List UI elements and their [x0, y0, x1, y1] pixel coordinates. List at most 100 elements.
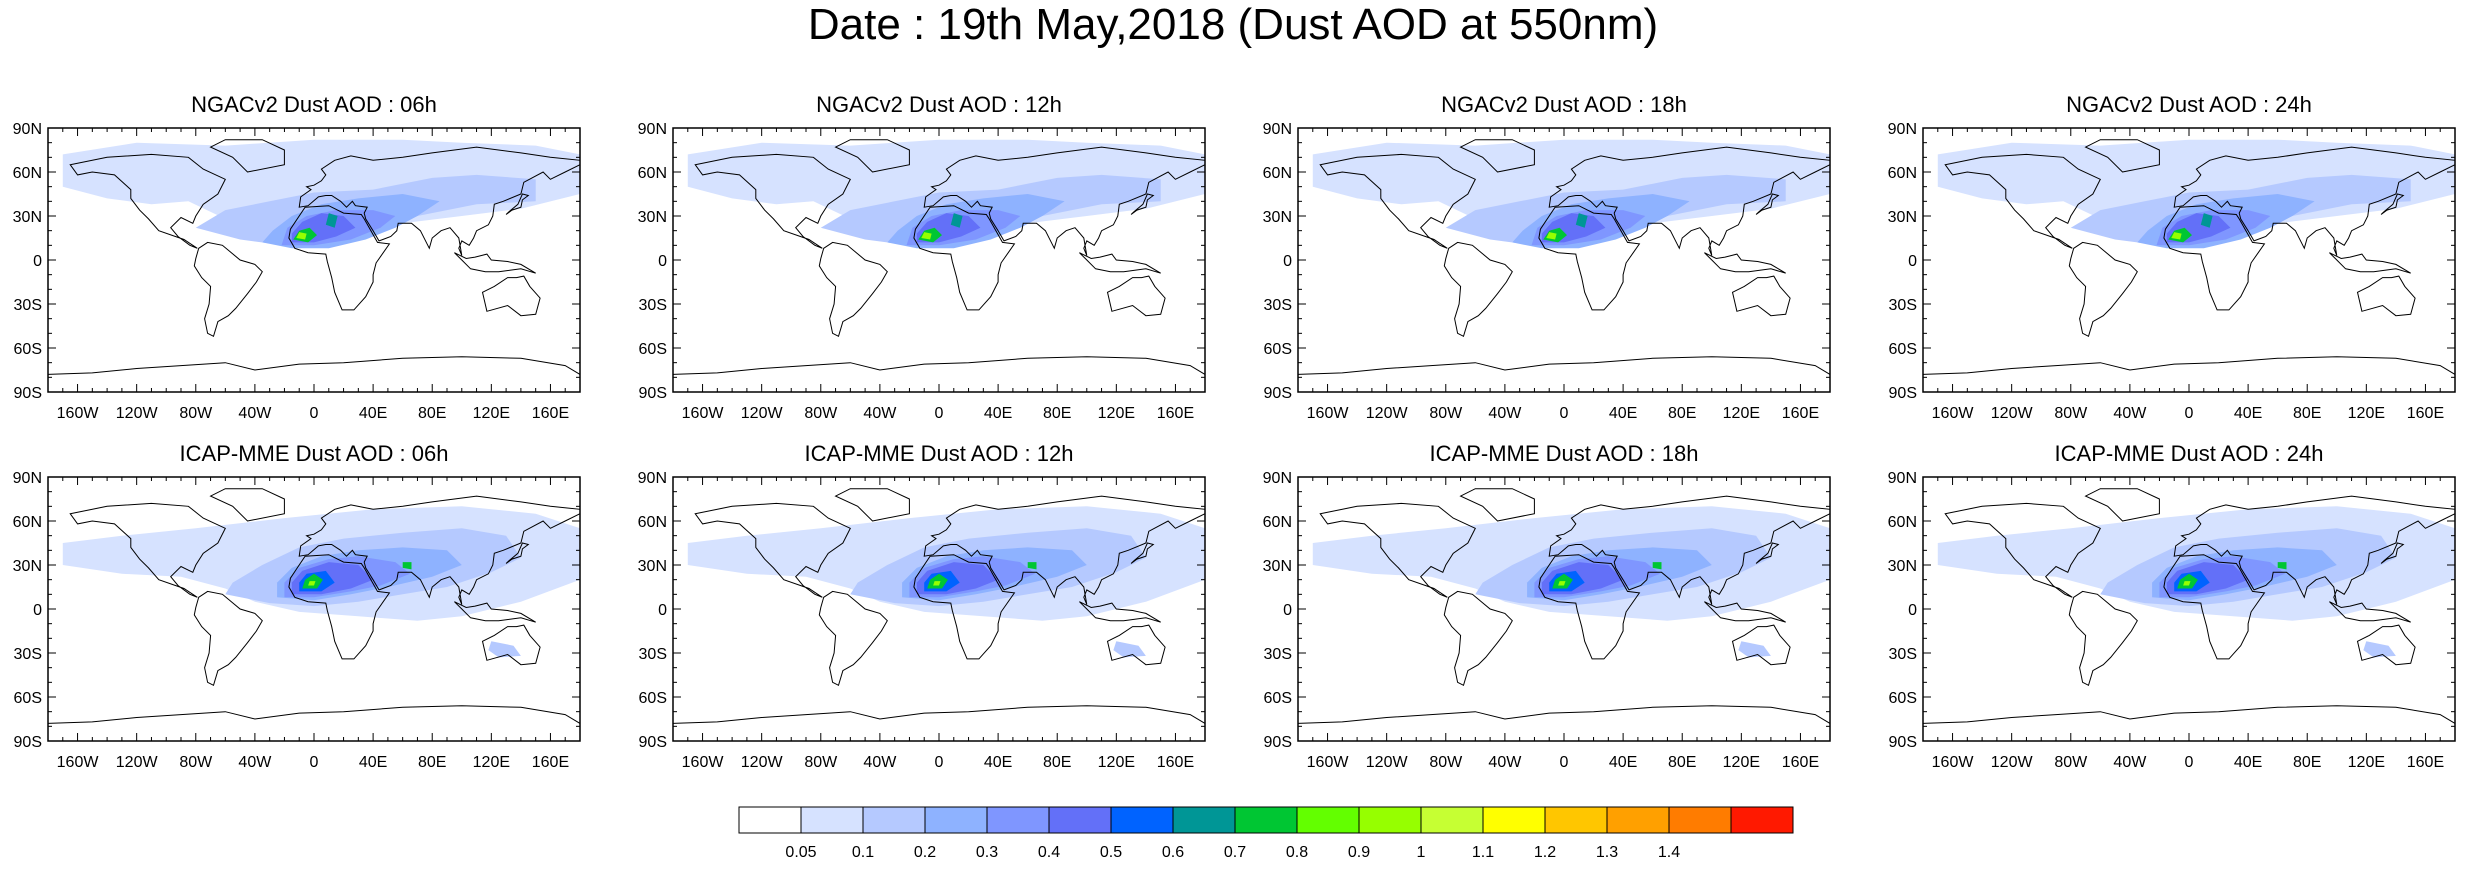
map-plot: 160W 120W 80W 40W 0 40E 80E 120E 160E 90N 60N 30N 0 3… — [1888, 121, 2456, 422]
map-panel: 160W 120W 80W 40W 0 40E 80E 120E 160E 90N 60N 30N 0 3… — [1263, 470, 1831, 771]
x-tick-label: 80E — [1668, 405, 1696, 422]
y-tick-label: 30S — [14, 646, 42, 663]
x-tick-label: 40E — [984, 405, 1012, 422]
coastline — [481, 624, 541, 666]
x-tick-label: 80W — [1429, 754, 1463, 771]
y-tick-label: 90N — [638, 121, 667, 138]
x-tick-label: 160W — [1932, 405, 1975, 422]
y-tick-label: 90S — [14, 385, 42, 402]
y-tick-label: 90S — [1889, 734, 1917, 751]
x-tick-label: 160W — [1932, 754, 1975, 771]
coastline — [2356, 624, 2416, 666]
colorbar-swatch — [1420, 806, 1484, 834]
y-tick-label: 90N — [13, 470, 42, 487]
y-tick-label: 90S — [14, 734, 42, 751]
y-tick-label: 30N — [1263, 209, 1292, 226]
coastline — [288, 205, 391, 311]
y-tick-label: 90N — [13, 121, 42, 138]
coastline — [1944, 502, 2101, 598]
x-tick-label: 40W — [2113, 405, 2147, 422]
coastline — [1106, 275, 1166, 317]
coastline — [2329, 252, 2411, 274]
y-tick-label: 0 — [1908, 602, 1917, 619]
coastline — [209, 488, 285, 522]
map-plot: 160W 120W 80W 40W 0 40E 80E 120E 160E 90N 60N 30N 0 3… — [1263, 121, 1831, 422]
colorbar-label: 1 — [1417, 844, 1426, 861]
x-tick-label: 160W — [1307, 405, 1350, 422]
dust-aod-region — [2363, 641, 2396, 658]
map-panel: 160W 120W 80W 40W 0 40E 80E 120E 160E 90N 60N 30N 0 3… — [1888, 470, 2456, 771]
y-tick-label: 30S — [1889, 297, 1917, 314]
x-tick-label: 120W — [741, 754, 784, 771]
colorbar-swatch — [1358, 806, 1422, 834]
y-tick-label: 60N — [13, 165, 42, 182]
x-tick-label: 120W — [1366, 405, 1409, 422]
panel-title: NGACv2 Dust AOD : 24h — [2066, 92, 2312, 117]
y-tick-label: 90N — [638, 470, 667, 487]
y-tick-label: 30N — [13, 558, 42, 575]
coastline — [1443, 241, 1513, 338]
x-tick-label: 40E — [359, 405, 387, 422]
coastline — [2173, 495, 2456, 605]
dust-aod-region — [1546, 232, 1557, 240]
x-tick-label: 80W — [804, 405, 838, 422]
colorbar-label: 0.7 — [1224, 844, 1246, 861]
colorbar-swatch — [1730, 806, 1794, 834]
dust-aod-region — [325, 213, 338, 228]
colorbar-label: 0.2 — [914, 844, 936, 861]
coastline — [2329, 601, 2411, 623]
coastline — [1130, 193, 1155, 215]
coastline — [481, 275, 541, 317]
coastline — [1079, 252, 1161, 274]
y-tick-label: 90S — [639, 385, 667, 402]
dust-aod-region — [1027, 562, 1037, 570]
y-tick-label: 60S — [1264, 690, 1292, 707]
dust-aod-region — [921, 232, 932, 240]
x-tick-label: 40W — [1488, 405, 1522, 422]
y-tick-label: 30S — [1264, 646, 1292, 663]
y-tick-label: 60S — [1889, 690, 1917, 707]
y-tick-label: 0 — [33, 602, 42, 619]
y-tick-label: 60N — [13, 514, 42, 531]
x-tick-label: 80E — [418, 405, 446, 422]
coastline — [2380, 193, 2405, 215]
y-tick-label: 30S — [639, 297, 667, 314]
coastline — [2068, 241, 2138, 338]
coastline — [193, 241, 263, 338]
y-tick-label: 60S — [639, 341, 667, 358]
x-tick-label: 120W — [116, 754, 159, 771]
y-tick-label: 30S — [639, 646, 667, 663]
y-tick-label: 60N — [638, 165, 667, 182]
coastline — [1731, 275, 1791, 317]
y-tick-label: 60S — [639, 690, 667, 707]
dust-aod-region — [2183, 581, 2191, 586]
y-tick-label: 0 — [1908, 253, 1917, 270]
y-tick-label: 90N — [1263, 470, 1292, 487]
y-tick-label: 30N — [1888, 209, 1917, 226]
dust-aod-region — [308, 581, 316, 586]
x-tick-label: 80E — [1668, 754, 1696, 771]
map-plot: 160W 120W 80W 40W 0 40E 80E 120E 160E 90N 60N 30N 0 3… — [1888, 470, 2456, 771]
map-plot: 160W 120W 80W 40W 0 40E 80E 120E 160E 90N 60N 30N 0 3… — [13, 121, 581, 422]
y-tick-label: 60S — [1264, 341, 1292, 358]
colorbar-swatch — [1606, 806, 1670, 834]
y-tick-label: 90S — [1264, 734, 1292, 751]
x-tick-label: 120E — [1098, 754, 1135, 771]
y-tick-label: 60N — [638, 514, 667, 531]
colorbar-swatch — [1234, 806, 1298, 834]
dust-aod-region — [1558, 581, 1566, 586]
map-panel: 160W 120W 80W 40W 0 40E 80E 120E 160E 90N 60N 30N 0 3… — [13, 121, 581, 422]
y-tick-label: 0 — [1283, 253, 1292, 270]
coastline — [1079, 601, 1161, 623]
coastline — [1704, 601, 1786, 623]
y-tick-label: 60S — [14, 690, 42, 707]
x-tick-label: 120E — [1098, 405, 1135, 422]
coastline — [2084, 488, 2160, 522]
coastline — [2356, 275, 2416, 317]
coastline — [1106, 624, 1166, 666]
coastline — [1731, 624, 1791, 666]
x-tick-label: 80W — [2054, 754, 2088, 771]
x-tick-label: 160E — [1157, 754, 1194, 771]
coastline — [505, 193, 530, 215]
colorbar-svg: 0.05 0.1 0.2 0.3 0.4 0.5 0.6 0.7 0.8 0.9 1 1.1 1.2 1.… — [738, 806, 1794, 861]
